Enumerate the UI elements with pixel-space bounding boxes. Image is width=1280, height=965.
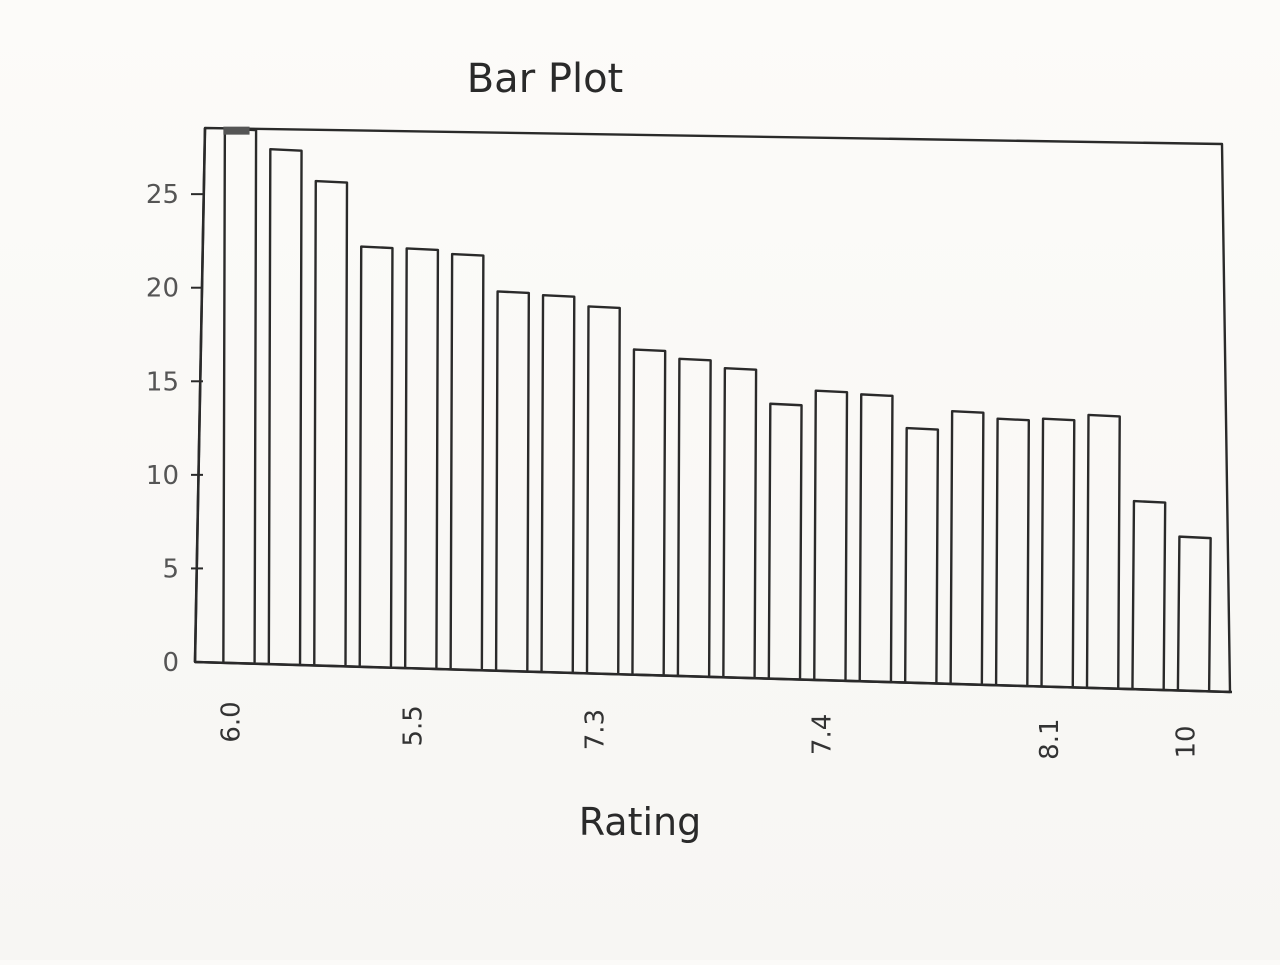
- x-axis-label: Rating: [579, 800, 702, 844]
- y-tick-label: 0: [162, 648, 179, 678]
- y-tick-label: 15: [146, 367, 179, 397]
- y-tick-label: 10: [146, 461, 179, 491]
- plot-frame: [193, 126, 1232, 694]
- bar: [631, 348, 667, 676]
- bar: [949, 410, 985, 685]
- x-axis-line: [194, 660, 1233, 694]
- bar: [1131, 499, 1167, 690]
- x-axis-ticks: 6.0 5.5 7.3 7.4 8.1 10: [217, 701, 1202, 760]
- bar: [403, 247, 440, 669]
- bar: [676, 357, 712, 677]
- bar: [767, 402, 803, 680]
- y-axis-ticks: 0 5 10 15 20 25: [146, 180, 203, 678]
- y-tick-label: 5: [162, 554, 179, 584]
- x-tick-label: 6.0: [217, 701, 247, 742]
- bar: [858, 393, 894, 682]
- bar: [540, 294, 576, 673]
- bar: [813, 389, 849, 681]
- bar: [1040, 417, 1076, 688]
- bar: [222, 127, 258, 664]
- bar: [1085, 413, 1121, 689]
- y-axis-line: [193, 127, 207, 663]
- bar: [313, 179, 349, 666]
- y-tick-label: 25: [146, 180, 179, 210]
- bar: [267, 148, 303, 665]
- first-bar-mark: [223, 126, 250, 135]
- x-tick-label: 10: [1171, 725, 1201, 758]
- chart-title: Bar Plot: [467, 56, 624, 102]
- y-tick-label: 20: [146, 274, 179, 304]
- bar: [1176, 535, 1212, 692]
- chart-axes: [193, 126, 1233, 694]
- bar: [449, 252, 485, 670]
- bar: [585, 305, 621, 674]
- bar: [722, 366, 758, 678]
- bar: [358, 245, 394, 668]
- bar: [994, 417, 1031, 686]
- bar: [903, 426, 940, 684]
- bar: [494, 290, 531, 672]
- x-tick-label: 7.4: [808, 714, 838, 755]
- x-tick-label: 5.5: [399, 705, 429, 746]
- x-tick-label: 7.3: [580, 709, 610, 750]
- x-tick-label: 8.1: [1035, 718, 1065, 759]
- bar-series: [222, 126, 1212, 692]
